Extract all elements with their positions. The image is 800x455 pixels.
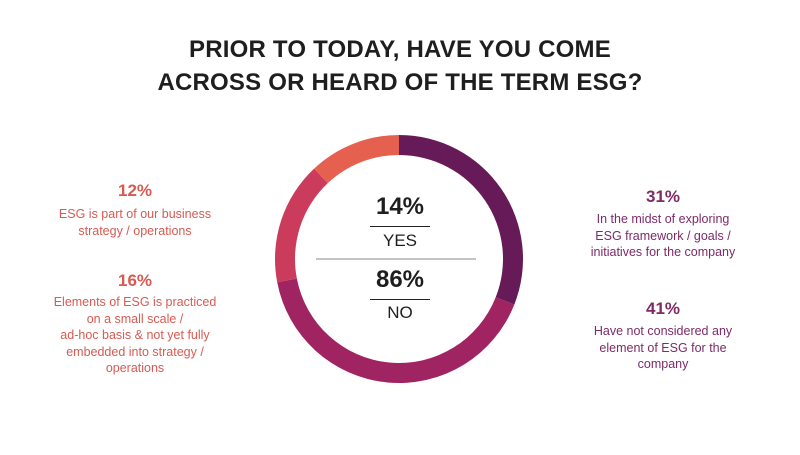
slice-16-desc-line: ad-hoc basis & not yet fully xyxy=(60,328,210,342)
chart-title: PRIOR TO TODAY, HAVE YOU COME ACROSS OR … xyxy=(0,33,800,99)
slice-16-percentage: 16% xyxy=(117,271,153,290)
yes-percentage: 14% xyxy=(375,193,425,220)
slice-12-percentage: 12% xyxy=(117,181,153,200)
donut-slice-12 xyxy=(314,135,399,184)
slice-41-percentage: 41% xyxy=(645,299,681,318)
donut-slice-31 xyxy=(399,135,523,305)
slice-31-percentage: 31% xyxy=(645,187,681,206)
slice-16-desc-line: Elements of ESG is practiced xyxy=(53,295,217,309)
slice-41-desc-line: Have not considered any xyxy=(593,324,733,338)
slice-41-description: Have not considered any element of ESG f… xyxy=(548,323,778,373)
slice-31-desc-line: initiatives for the company xyxy=(590,245,736,259)
slice-31-desc-line: In the midst of exploring xyxy=(596,212,730,226)
slice-16-desc-line: on a small scale / xyxy=(86,311,184,326)
chart-title-line-1: PRIOR TO TODAY, HAVE YOU COME xyxy=(189,36,611,63)
label-slice-41: 41% Have not considered any element of E… xyxy=(548,298,778,373)
chart-title-line-2: ACROSS OR HEARD OF THE TERM ESG? xyxy=(157,69,643,96)
slice-12-description: ESG is part of our business strategy / o… xyxy=(20,206,250,239)
slice-31-desc-line: ESG framework / goals / xyxy=(595,228,731,243)
slice-12-desc-line: ESG is part of our business xyxy=(58,207,212,221)
label-slice-12: 12% ESG is part of our business strategy… xyxy=(20,180,250,239)
yes-underline xyxy=(370,226,430,227)
no-percentage: 86% xyxy=(375,266,425,293)
slice-16-desc-line: embedded into strategy / xyxy=(66,344,204,359)
donut-slice-41 xyxy=(277,278,515,384)
no-label: NO xyxy=(387,303,413,322)
slice-12-desc-line: strategy / operations xyxy=(78,223,192,238)
slice-16-desc-line: operations xyxy=(105,361,165,375)
label-slice-16: 16% Elements of ESG is practiced on a sm… xyxy=(20,270,250,377)
slice-31-description: In the midst of exploring ESG framework … xyxy=(548,211,778,261)
no-underline xyxy=(370,299,430,300)
slice-41-desc-line: element of ESG for the xyxy=(599,340,727,355)
slice-16-description: Elements of ESG is practiced on a small … xyxy=(20,294,250,377)
center-divider xyxy=(316,258,476,260)
slice-41-desc-line: company xyxy=(637,357,689,371)
yes-label: YES xyxy=(382,231,418,250)
label-slice-31: 31% In the midst of exploring ESG framew… xyxy=(548,186,778,261)
donut-slice-16 xyxy=(275,168,328,283)
